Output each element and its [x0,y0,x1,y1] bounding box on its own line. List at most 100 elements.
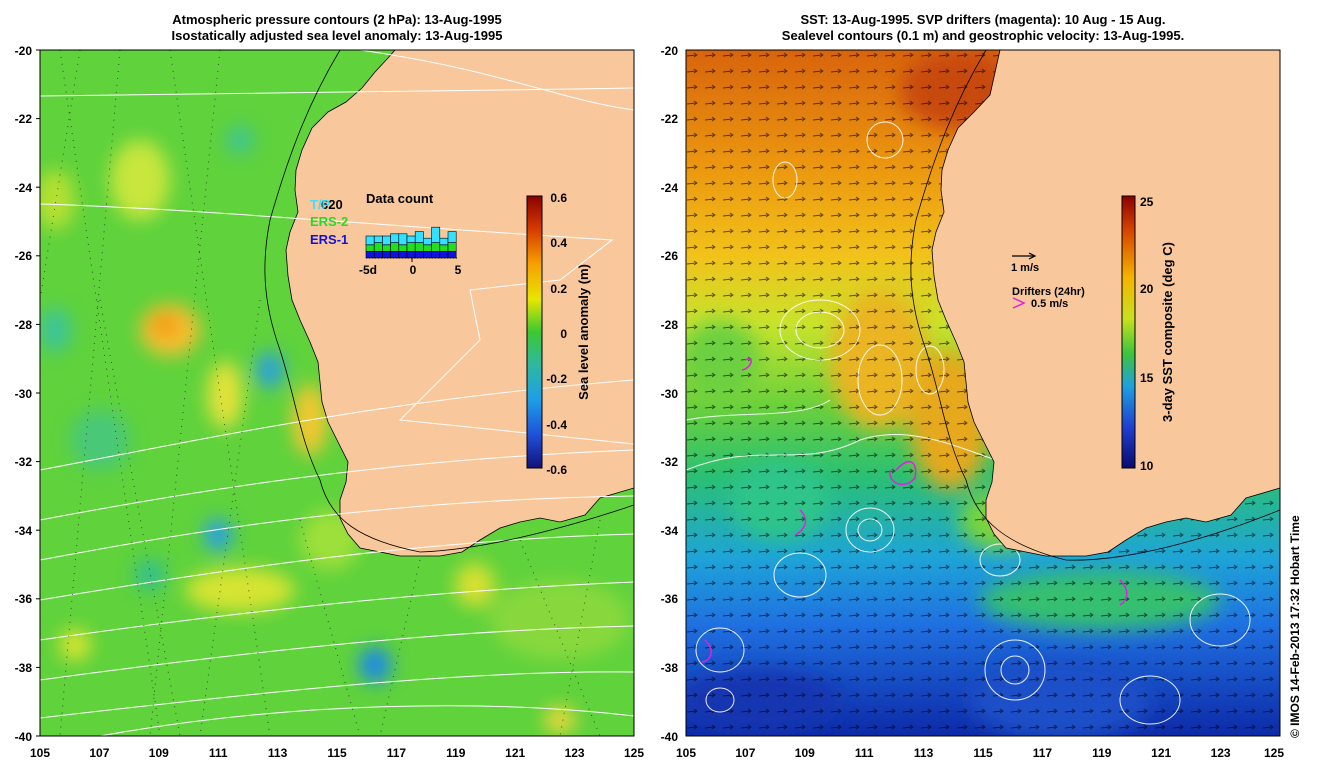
data-count-bar-ers2 [423,244,432,252]
velocity-legend: 1 m/s Drifters (24hr) 0.5 m/s [1011,252,1085,310]
right-colorbar-ramp [1121,195,1136,469]
data-count-bar-ers1 [373,251,383,259]
right-title-line1: SST: 13-Aug-1995. SVP drifters (magenta)… [800,12,1166,27]
right-australia-land [931,50,1280,557]
legend-tp: T/P [310,197,331,212]
left-lon-label: 113 [268,746,288,760]
right-lat-label: -38 [661,661,679,675]
right-lon-label: 125 [1264,746,1284,760]
left-map: -20 -22 -24 -26 -28 -30 -32 -34 -36 -38 … [15,44,645,760]
left-lon-label: 119 [446,746,466,760]
right-shelf-contour [910,50,1280,561]
right-colorbar-tick: 25 [1140,195,1154,209]
left-colorbar-tick: 0.2 [550,282,567,296]
data-count-title: Data count [366,191,434,206]
data-count-bar-ers1 [431,251,441,259]
left-lat-label: -36 [15,592,33,606]
left-colorbar-label: Sea level anomaly (m) [576,264,591,400]
data-count-bar-ers1 [447,251,457,259]
left-lat-label: -34 [15,524,33,538]
left-shelf-contour [264,50,634,553]
left-lon-label: 107 [89,746,109,760]
data-count-bar-ers1 [365,251,375,259]
right-lat-label: -26 [661,249,679,263]
data-count-bar-ers2 [390,242,400,252]
data-count-bar-tp [398,233,408,246]
right-drifter-tracks [701,358,1128,663]
left-lat-label: -30 [15,387,33,401]
right-lon-label: 113 [914,746,934,760]
left-colorbar-tick: -0.6 [546,463,567,477]
data-count-bar-ers2 [406,242,416,252]
data-count-bar-ers2 [398,244,408,252]
left-lon-label: 121 [505,746,525,760]
drifter-speed-label: 0.5 m/s [1031,298,1068,310]
data-count-inset: Data count 620 T/P ERS-2 ERS-1 -5d 0 5 [310,191,462,277]
data-count-xtick: -5d [359,263,377,277]
data-count-xtick: 0 [410,263,417,277]
right-colorbar-tick: 10 [1140,459,1154,473]
left-lat-label: -40 [15,730,33,744]
legend-ers1: ERS-1 [310,232,348,247]
right-map: -20 -22 -24 -26 -28 -30 -32 -34 -36 -38 … [661,44,1285,760]
velocity-scale-label: 1 m/s [1011,262,1039,274]
left-lat-label: -28 [15,318,33,332]
left-colorbar-tick: 0 [560,327,567,341]
data-count-bar-tp [382,235,391,246]
left-lat-label: -24 [15,181,33,195]
left-lat-label: -38 [15,661,33,675]
data-count-bar-ers1 [406,251,416,259]
right-lon-label: 123 [1211,746,1231,760]
right-lon-label: 119 [1092,746,1112,760]
right-lon-label: 111 [855,746,874,760]
right-colorbar: 25 20 15 10 3-day SST composite (deg C) [1121,195,1175,473]
left-lon-label: 109 [149,746,169,760]
left-lon-label: 117 [387,746,407,760]
data-count-bar-tp [373,235,383,243]
data-count-bar-ers2 [365,244,375,252]
right-title-line2: Sealevel contours (0.1 m) and geostrophi… [781,28,1185,43]
data-count-bars [365,226,457,259]
left-lat-label: -26 [15,249,33,263]
right-lon-label: 107 [735,746,755,760]
left-title-line2: Isostatically adjusted sea level anomaly… [171,28,503,43]
data-count-bar-tp [447,231,457,243]
right-lat-label: -22 [661,112,679,126]
right-lat-label: -30 [661,387,679,401]
imos-credit: © IMOS 14-Feb-2013 17:32 Hobart Time [1288,515,1302,738]
left-lat-label: -20 [15,44,33,58]
right-lon-label: 105 [676,746,696,760]
data-count-bar-tp [414,231,424,243]
left-colorbar-ramp [526,195,543,469]
left-lon-label: 111 [209,746,228,760]
left-lon-label: 115 [327,746,347,760]
left-lon-label: 125 [624,746,644,760]
data-count-bar-ers1 [423,251,432,259]
left-colorbar-tick: -0.2 [546,372,567,386]
left-lon-label: 123 [565,746,585,760]
data-count-bar-ers1 [398,251,408,259]
right-sealevel-contours [686,121,1251,725]
left-lat-label: -32 [15,455,33,469]
data-count-bar-ers2 [439,244,449,252]
drifters-label: Drifters (24hr) [1012,286,1085,298]
data-count-bar-ers1 [390,251,400,259]
left-colorbar-tick: 0.4 [550,236,567,250]
right-lat-label: -40 [661,730,679,744]
left-lon-label: 105 [30,746,50,760]
right-lon-label: 115 [973,746,993,760]
right-lat-label: -28 [661,318,679,332]
right-lon-label: 109 [795,746,815,760]
data-count-bar-ers2 [382,244,391,252]
left-lat-label: -22 [15,112,33,126]
data-count-bar-ers2 [373,242,383,252]
left-title: Atmospheric pressure contours (2 hPa): 1… [40,12,634,44]
data-count-xtick: 5 [455,263,462,277]
data-count-bar-tp [365,235,375,246]
left-satellite-tracks [40,50,601,736]
data-count-value: 620 [321,197,343,212]
right-lat-label: -24 [661,181,679,195]
left-title-line1: Atmospheric pressure contours (2 hPa): 1… [172,12,502,27]
right-title: SST: 13-Aug-1995. SVP drifters (magenta)… [686,12,1280,44]
data-count-bar-tp [439,237,449,246]
